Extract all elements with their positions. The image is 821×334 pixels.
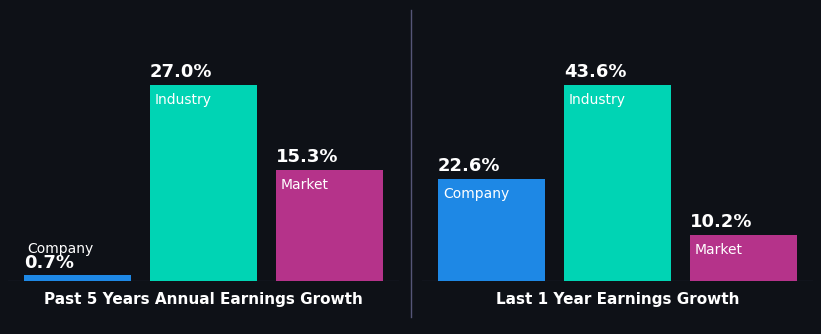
Text: Market: Market (695, 243, 743, 257)
Bar (690, 235, 797, 281)
Bar (150, 85, 257, 281)
Bar (276, 170, 383, 281)
Text: Company: Company (443, 187, 509, 201)
X-axis label: Last 1 Year Earnings Growth: Last 1 Year Earnings Growth (496, 292, 739, 307)
Text: Industry: Industry (155, 93, 212, 107)
Bar (438, 179, 545, 281)
Text: Company: Company (28, 242, 94, 256)
Text: Industry: Industry (569, 93, 626, 107)
Bar (24, 276, 131, 281)
Text: 15.3%: 15.3% (276, 148, 338, 166)
Text: Market: Market (281, 178, 329, 192)
Text: 43.6%: 43.6% (564, 63, 626, 81)
Text: 27.0%: 27.0% (150, 63, 213, 81)
Bar (564, 85, 671, 281)
X-axis label: Past 5 Years Annual Earnings Growth: Past 5 Years Annual Earnings Growth (44, 292, 363, 307)
Text: 22.6%: 22.6% (438, 157, 501, 175)
Text: 0.7%: 0.7% (24, 254, 74, 272)
Text: 10.2%: 10.2% (690, 213, 753, 231)
